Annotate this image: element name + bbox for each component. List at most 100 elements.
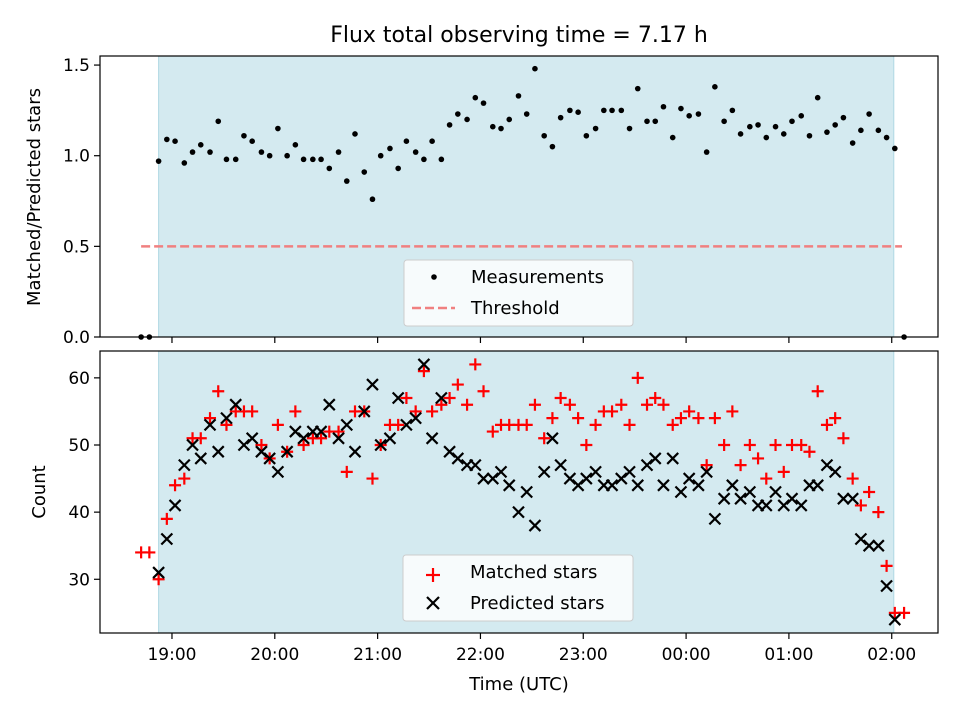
predicted-star-point — [323, 398, 336, 411]
matched-star-point — [461, 398, 474, 411]
matched-star-point — [641, 398, 654, 411]
matched-star-point — [795, 439, 808, 451]
measurement-point — [172, 138, 178, 145]
ratio-y-axis-label: Matched/Predicted stars — [24, 88, 45, 306]
predicted-star-point — [554, 458, 567, 472]
measurement-point — [472, 94, 479, 101]
matched-star-point — [315, 432, 328, 445]
matched-star-points — [135, 358, 911, 619]
measurement-point — [361, 169, 368, 175]
measurement-point — [609, 107, 615, 114]
predicted-star-point — [383, 432, 397, 445]
predicted-star-point — [631, 479, 645, 492]
x-tick-label: 02:00 — [867, 645, 916, 665]
measurement-point — [275, 125, 281, 132]
measurement-point — [464, 116, 470, 123]
measurement-point — [644, 118, 650, 125]
matched-star-point — [212, 385, 225, 398]
y-tick-label: 50 — [68, 436, 90, 456]
matched-star-point — [631, 371, 644, 384]
matched-star-point — [752, 452, 765, 465]
measurement-point — [626, 125, 633, 132]
predicted-star-point — [271, 465, 285, 479]
predicted-star-point — [846, 492, 859, 505]
predicted-star-point — [409, 411, 422, 425]
predicted-star-point — [657, 479, 670, 492]
predicted-star-point — [666, 452, 679, 465]
predicted-star-point — [229, 398, 243, 411]
predicted-star-point — [872, 539, 885, 552]
matched-star-point — [289, 405, 302, 418]
measurement-point — [772, 123, 779, 130]
measurement-point — [207, 149, 213, 155]
measurement-point — [249, 138, 255, 145]
matched-star-point — [692, 412, 705, 425]
matched-star-point — [443, 392, 456, 404]
measurement-legend-label: Measurements — [471, 267, 604, 288]
predicted-star-point — [717, 492, 731, 505]
measurement-point — [652, 118, 659, 125]
predicted-star-point — [417, 358, 431, 371]
matched-star-point — [400, 392, 413, 404]
matched-star-point — [477, 385, 490, 398]
matched-star-point — [589, 418, 602, 431]
matched-star-point — [572, 412, 585, 425]
predicted-star-point — [692, 479, 705, 492]
matched-star-point — [332, 425, 345, 438]
measurement-point — [729, 107, 736, 114]
measurement-point — [326, 165, 333, 172]
matched-star-point — [220, 418, 233, 431]
matched-star-point — [469, 358, 482, 371]
count-plot-frame — [99, 350, 939, 634]
predicted-star-point — [726, 479, 739, 492]
matched-star-point — [700, 459, 713, 472]
measurement-point — [601, 107, 607, 114]
predicted-star-point — [682, 472, 696, 485]
x-tick-label: 01:00 — [764, 645, 813, 665]
measurement-point — [557, 114, 564, 121]
predicted-star-point — [546, 432, 559, 445]
measurement-point — [695, 111, 702, 117]
predicted-star-point — [435, 391, 448, 405]
matched-legend-marker — [426, 568, 440, 582]
predicted-star-point — [314, 425, 328, 438]
predicted-star-point — [477, 472, 490, 485]
measurement-point — [489, 123, 496, 130]
ratio-panel: 0.0 0.5 1.0 1.5 Matched/Predicted stars Mea… — [24, 55, 939, 348]
predicted-star-point — [708, 512, 722, 526]
measurement-point — [712, 84, 718, 90]
measurement-point — [721, 118, 727, 125]
predicted-star-point — [769, 485, 782, 499]
measurement-point — [798, 113, 805, 119]
measurement-point — [395, 165, 401, 172]
measurement-point — [592, 125, 599, 132]
measurement-point — [541, 132, 547, 139]
measurement-point — [686, 113, 692, 119]
matched-star-point — [811, 385, 824, 398]
predicted-star-point — [580, 472, 593, 485]
measurement-point — [703, 149, 710, 155]
measurement-point — [446, 122, 453, 128]
measurement-point — [403, 138, 410, 145]
count-legend-box — [402, 554, 634, 622]
ratio-legend: Measurements Threshold — [403, 259, 634, 327]
measurement-point — [292, 142, 299, 148]
matched-star-point — [726, 405, 739, 418]
predicted-star-point — [537, 465, 551, 479]
matched-star-point — [606, 405, 619, 418]
measurement-point — [197, 142, 204, 148]
matched-star-point — [580, 439, 593, 451]
measurement-point — [806, 132, 813, 139]
measurement-point — [883, 134, 890, 141]
x-tick-label: 23:00 — [559, 645, 608, 665]
predicted-star-point — [348, 445, 362, 458]
matched-star-point — [451, 378, 464, 391]
matched-star-point — [820, 418, 833, 431]
measurement-legend-marker — [431, 274, 437, 280]
measurement-point — [377, 152, 384, 159]
measurement-point — [480, 100, 487, 106]
predicted-star-point — [785, 492, 799, 505]
measurement-point — [892, 145, 898, 152]
count-panel: 30 40 50 60 19:00 20:00 21:00 22:00 23:00 00:00 0… — [29, 350, 939, 695]
